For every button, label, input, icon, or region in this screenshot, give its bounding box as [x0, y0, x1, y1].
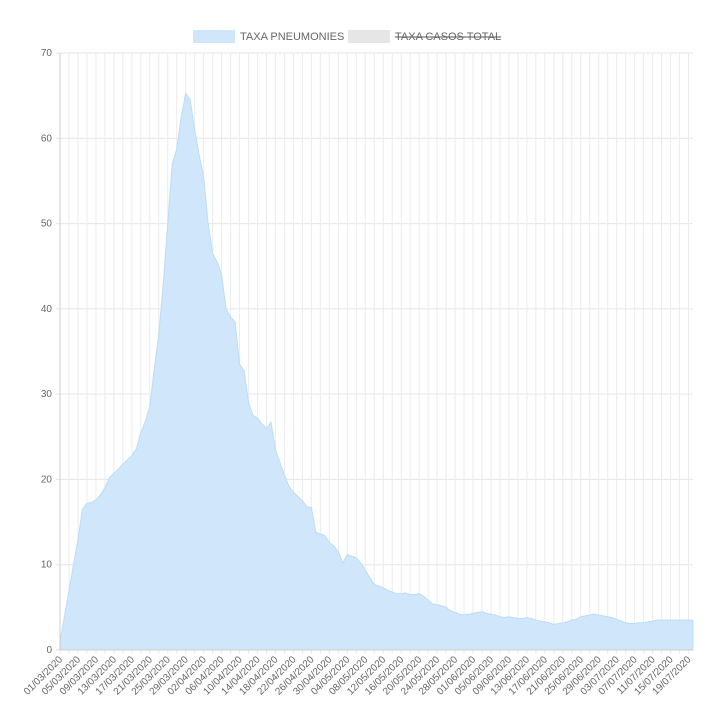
- y-tick-label: 50: [41, 219, 53, 230]
- series-layer: [59, 91, 694, 651]
- y-tick-label: 0: [46, 645, 52, 656]
- y-tick-label: 40: [41, 304, 53, 315]
- legend: TAXA PNEUMONIES TAXA CASOS TOTAL: [193, 30, 501, 43]
- legend-label: TAXA PNEUMONIES: [240, 31, 344, 43]
- y-tick-label: 10: [41, 560, 53, 571]
- legend-label: TAXA CASOS TOTAL: [395, 31, 501, 43]
- legend-swatch: [193, 30, 235, 43]
- y-tick-label: 60: [41, 133, 53, 144]
- series-area-taxa-pneumonies: [59, 91, 694, 651]
- y-tick-label: 30: [41, 389, 53, 400]
- legend-swatch: [348, 30, 390, 43]
- y-tick-label: 70: [41, 48, 53, 59]
- y-tick-label: 20: [41, 474, 53, 485]
